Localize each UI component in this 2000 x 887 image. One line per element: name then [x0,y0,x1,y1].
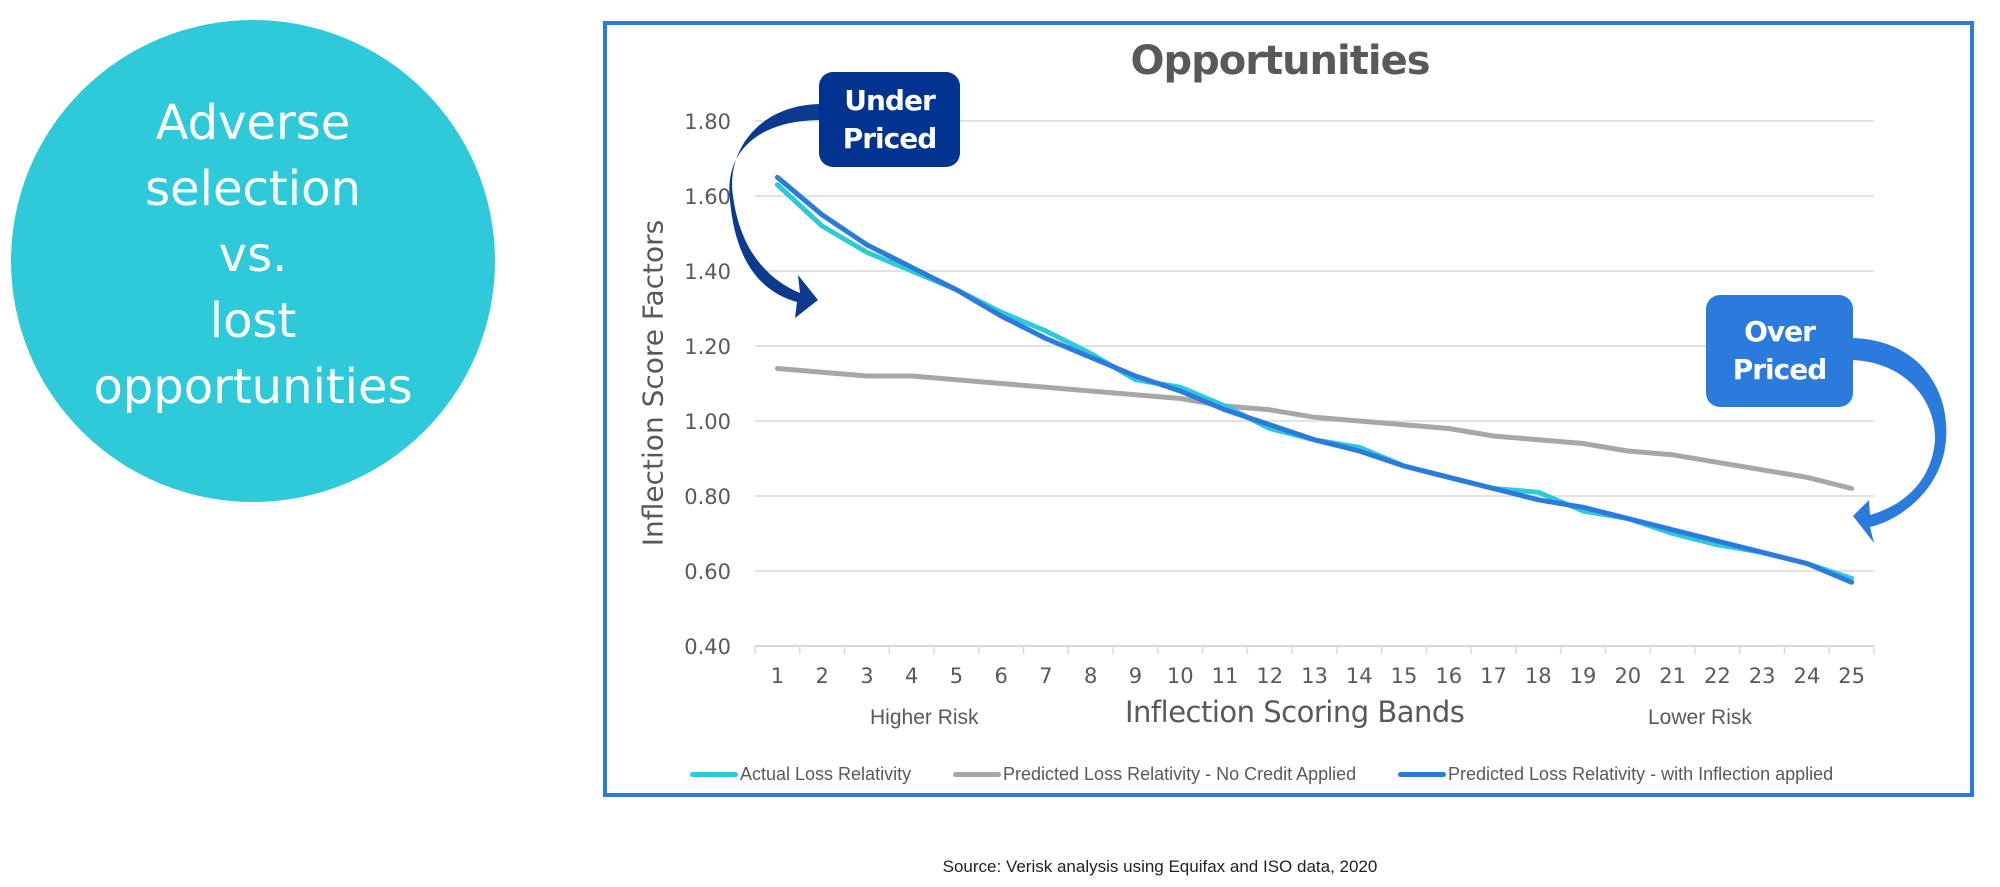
y-axis-ticks: 0.40 0.60 0.80 1.00 1.20 1.40 1.60 1.80 [684,110,731,659]
y-tick-label: 1.40 [684,260,731,284]
over-priced-line: Priced [1732,353,1828,386]
x-tick-label: 10 [1167,664,1194,688]
x-axis-title: Inflection Scoring Bands [1125,695,1465,729]
x-tick-label: 24 [1793,664,1820,688]
x-tick-label: 14 [1346,664,1373,688]
y-tick-label: 1.00 [684,410,731,434]
legend-item-actual: Actual Loss Relativity [690,764,911,785]
under-priced-line: Under [844,83,936,117]
x-tick-label: 17 [1480,664,1507,688]
x-tick-label: 8 [1084,664,1097,688]
chart-legend: Actual Loss Relativity Predicted Loss Re… [0,764,2000,794]
x-axis [754,645,1875,654]
legend-label: Predicted Loss Relativity - No Credit Ap… [1003,764,1357,784]
x-tick-label: 2 [815,664,828,688]
topic-circle-text: Adverse selection vs. lost opportunities [11,90,495,420]
x-tick-label: 16 [1435,664,1462,688]
x-tick-label: 6 [994,664,1007,688]
topic-line: selection [145,161,361,217]
x-tick-label: 3 [860,664,873,688]
x-tick-label: 7 [1039,664,1052,688]
legend-swatch-no-credit [953,772,1001,777]
under-priced-callout: Under Priced [819,72,960,167]
topic-line: vs. [218,227,288,283]
over-priced-callout: Over Priced [1706,295,1853,407]
topic-line: Adverse [155,95,351,151]
x-tick-label: 4 [905,664,918,688]
x-tick-label: 5 [950,664,963,688]
over-priced-line: Over [1744,315,1816,348]
y-tick-label: 1.20 [684,335,731,359]
annotation-arrows [729,104,1947,543]
x-tick-label: 1 [771,664,784,688]
y-axis-title: Inflection Score Factors [636,219,670,547]
topic-line: opportunities [93,359,413,415]
x-tick-label: 18 [1525,664,1552,688]
y-tick-label: 0.60 [684,560,731,584]
x-tick-label: 11 [1212,664,1239,688]
x-axis-ticks: 1 2 3 4 5 6 7 8 9 10 11 12 13 14 15 16 17 18 19 20 21 22 23 24 2… [771,664,1865,688]
y-tick-label: 1.60 [684,185,731,209]
under-priced-line: Priced [842,121,938,155]
x-tick-label: 9 [1129,664,1142,688]
higher-risk-label: Higher Risk [870,706,979,729]
legend-swatch-actual [690,772,738,777]
legend-item-no-credit: Predicted Loss Relativity - No Credit Ap… [953,764,1356,785]
x-tick-label: 13 [1301,664,1328,688]
legend-label: Actual Loss Relativity [740,764,912,784]
source-note: Source: Verisk analysis using Equifax an… [942,857,1378,876]
x-tick-label: 15 [1391,664,1418,688]
lower-risk-label: Lower Risk [1648,706,1752,729]
legend-label: Predicted Loss Relativity - with Inflect… [1448,764,1834,784]
y-tick-label: 1.80 [684,110,731,134]
x-tick-label: 21 [1659,664,1686,688]
x-tick-label: 25 [1838,664,1865,688]
x-tick-label: 20 [1614,664,1641,688]
legend-swatch-inflection [1398,772,1446,777]
over-priced-arrow-icon [1852,338,1947,543]
series-lines [774,174,1855,585]
y-tick-label: 0.80 [684,485,731,509]
series-no-credit-applied [774,366,1855,491]
chart-title: Opportunities [1130,38,1430,84]
series-actual-loss-relativity [774,182,1855,581]
legend-item-inflection: Predicted Loss Relativity - with Inflect… [1398,764,1833,785]
x-tick-label: 19 [1570,664,1597,688]
chart-frame [603,21,1974,797]
gridlines [755,120,1874,572]
topic-line: lost [209,293,297,349]
x-tick-label: 23 [1749,664,1776,688]
y-tick-label: 0.40 [684,635,731,659]
x-tick-label: 12 [1256,664,1283,688]
x-tick-label: 22 [1704,664,1731,688]
under-priced-arrow-icon [729,104,822,318]
topic-circle: Adverse selection vs. lost opportunities [11,20,495,502]
